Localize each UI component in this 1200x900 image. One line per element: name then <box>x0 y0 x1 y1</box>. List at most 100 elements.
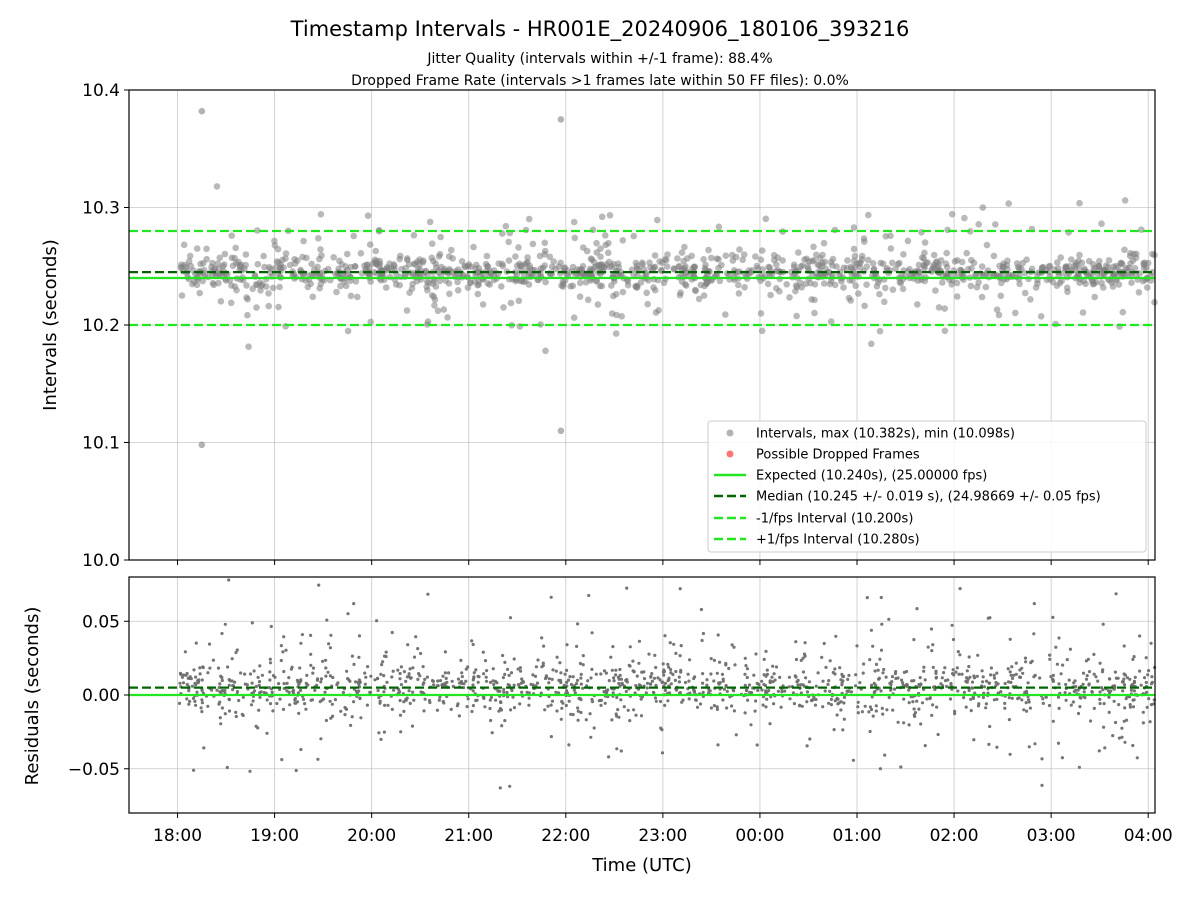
residual-point <box>288 703 292 707</box>
residual-point <box>579 682 583 686</box>
residual-point <box>368 690 372 694</box>
residual-point <box>428 700 432 705</box>
residual-point <box>842 695 847 700</box>
residual-point <box>813 703 818 707</box>
residual-point <box>1068 647 1072 651</box>
residual-point <box>787 675 792 679</box>
interval-point <box>695 295 703 303</box>
interval-point <box>593 239 600 247</box>
residual-point <box>562 683 566 688</box>
residual-point <box>373 678 377 682</box>
residual-point <box>880 622 884 626</box>
interval-point <box>590 258 598 266</box>
residual-point <box>357 634 362 638</box>
residual-point <box>674 669 678 674</box>
residual-point <box>976 653 980 657</box>
residual-point <box>928 697 932 701</box>
residual-point <box>441 682 445 687</box>
residual-point <box>788 697 792 701</box>
residual-point <box>956 650 960 654</box>
residual-point <box>749 723 753 727</box>
residual-point <box>1120 735 1124 739</box>
interval-point <box>369 260 377 267</box>
interval-point <box>354 293 361 301</box>
interval-point <box>941 305 948 312</box>
interval-point <box>1091 293 1098 301</box>
residual-point <box>1067 678 1071 682</box>
residual-point <box>1048 653 1052 657</box>
residual-point <box>686 672 690 676</box>
residual-point <box>725 689 729 694</box>
interval-point <box>1016 280 1023 288</box>
residual-point <box>350 715 354 719</box>
residual-point <box>590 631 594 635</box>
residual-point <box>279 644 283 648</box>
residual-point <box>1065 658 1069 662</box>
residual-point <box>240 712 244 716</box>
residual-point <box>535 681 540 685</box>
residual-point <box>915 699 919 703</box>
residual-point <box>768 680 772 685</box>
residual-point <box>503 672 507 677</box>
interval-point <box>245 343 252 351</box>
residual-point <box>471 642 475 647</box>
interval-point <box>1032 284 1040 291</box>
residual-point <box>257 680 262 684</box>
interval-point <box>754 265 762 272</box>
interval-point <box>410 260 418 268</box>
residual-point <box>969 709 973 713</box>
interval-point <box>410 232 418 239</box>
residual-point <box>862 662 866 666</box>
residual-point <box>324 718 328 723</box>
interval-point <box>214 260 222 267</box>
residual-point <box>867 710 871 714</box>
residual-point <box>834 634 838 638</box>
chart-subtitle-2: Dropped Frame Rate (intervals >1 frames … <box>351 73 849 89</box>
interval-point <box>482 260 490 268</box>
residual-point <box>718 660 722 664</box>
residual-point <box>578 661 583 666</box>
residual-point <box>631 659 635 663</box>
interval-point <box>525 215 533 223</box>
residual-point <box>485 669 489 673</box>
residual-point <box>760 688 764 692</box>
interval-point <box>244 295 251 303</box>
interval-point <box>193 281 201 289</box>
interval-point <box>1079 309 1087 316</box>
residual-point <box>730 643 734 647</box>
residual-point <box>954 670 958 674</box>
residual-point <box>206 671 210 675</box>
residual-point <box>1094 675 1098 679</box>
interval-point <box>663 263 671 270</box>
residual-point <box>865 596 869 600</box>
residual-point <box>989 673 993 677</box>
residual-point <box>980 669 984 673</box>
interval-point <box>676 262 683 270</box>
interval-point <box>820 239 828 247</box>
residual-point <box>896 720 900 724</box>
interval-point <box>692 287 699 295</box>
residual-point <box>902 721 906 725</box>
residual-point <box>602 669 607 673</box>
residual-point <box>945 684 949 689</box>
interval-point <box>833 263 840 270</box>
interval-outlier-point <box>198 441 206 449</box>
residual-point <box>245 683 249 687</box>
interval-point <box>869 260 877 267</box>
residual-point <box>745 689 749 693</box>
residual-point <box>1086 657 1090 661</box>
interval-point <box>429 280 437 288</box>
residual-point <box>699 607 704 612</box>
interval-point <box>779 257 786 264</box>
intervals-y-tick-label: 10.2 <box>82 316 120 336</box>
interval-point <box>316 255 323 263</box>
interval-point <box>559 283 567 290</box>
interval-point <box>220 261 228 268</box>
residual-point <box>345 669 349 673</box>
residual-point <box>828 659 832 663</box>
residual-point <box>317 583 321 587</box>
residual-point <box>1020 698 1024 702</box>
residual-point <box>805 744 809 748</box>
interval-point <box>548 263 556 271</box>
residual-point <box>200 698 204 702</box>
